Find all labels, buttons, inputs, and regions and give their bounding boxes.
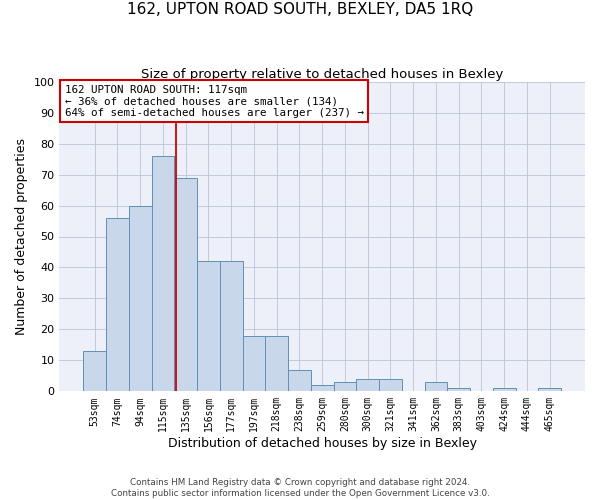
Bar bbox=[106, 218, 129, 392]
Bar bbox=[129, 206, 152, 392]
Text: 162, UPTON ROAD SOUTH, BEXLEY, DA5 1RQ: 162, UPTON ROAD SOUTH, BEXLEY, DA5 1RQ bbox=[127, 2, 473, 18]
Text: Contains HM Land Registry data © Crown copyright and database right 2024.
Contai: Contains HM Land Registry data © Crown c… bbox=[110, 478, 490, 498]
Bar bbox=[197, 262, 220, 392]
Bar bbox=[311, 385, 334, 392]
Text: 162 UPTON ROAD SOUTH: 117sqm
← 36% of detached houses are smaller (134)
64% of s: 162 UPTON ROAD SOUTH: 117sqm ← 36% of de… bbox=[65, 85, 364, 118]
Bar bbox=[448, 388, 470, 392]
Bar bbox=[220, 262, 242, 392]
Bar bbox=[83, 351, 106, 392]
Y-axis label: Number of detached properties: Number of detached properties bbox=[15, 138, 28, 335]
X-axis label: Distribution of detached houses by size in Bexley: Distribution of detached houses by size … bbox=[168, 437, 477, 450]
Bar bbox=[152, 156, 175, 392]
Title: Size of property relative to detached houses in Bexley: Size of property relative to detached ho… bbox=[141, 68, 503, 80]
Bar bbox=[288, 370, 311, 392]
Bar bbox=[175, 178, 197, 392]
Bar bbox=[538, 388, 561, 392]
Bar bbox=[379, 379, 402, 392]
Bar bbox=[242, 336, 265, 392]
Bar bbox=[493, 388, 515, 392]
Bar bbox=[265, 336, 288, 392]
Bar bbox=[425, 382, 448, 392]
Bar bbox=[356, 379, 379, 392]
Bar bbox=[334, 382, 356, 392]
